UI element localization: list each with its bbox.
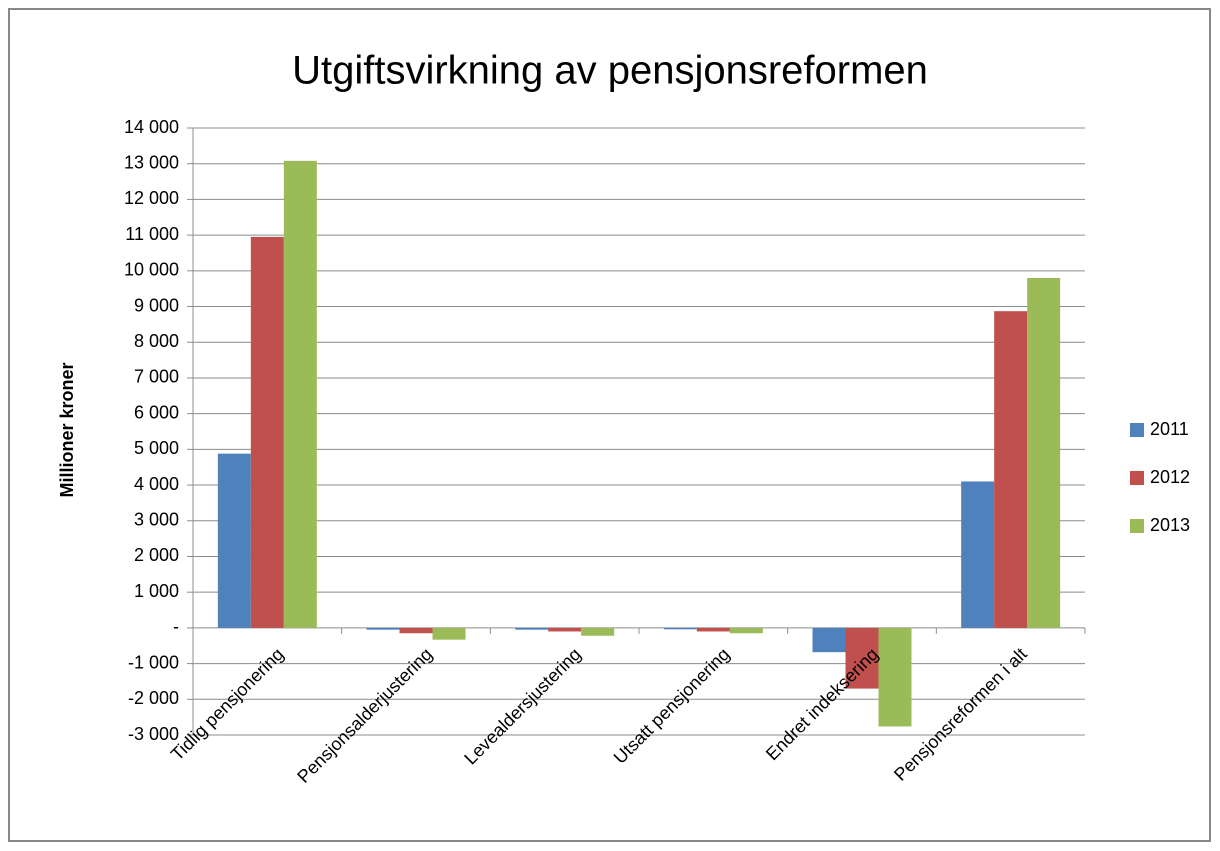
y-axis-label: Millioner kroner <box>57 362 77 497</box>
bar <box>729 627 763 634</box>
bar <box>663 627 697 630</box>
y-tick-label: -3 000 <box>128 724 179 744</box>
y-tick-label: 1 000 <box>134 581 179 601</box>
bar <box>366 627 400 630</box>
y-tick-label: 8 000 <box>134 331 179 351</box>
chart-title: Utgiftsvirkning av pensjonsreformen <box>292 49 928 93</box>
y-tick-label: 5 000 <box>134 438 179 458</box>
bar <box>994 311 1028 628</box>
y-tick-label: 10 000 <box>124 260 179 280</box>
legend-swatch <box>1130 519 1144 533</box>
y-tick-label: 3 000 <box>134 510 179 530</box>
y-tick-label: 14 000 <box>124 117 179 137</box>
y-tick-label: 7 000 <box>134 367 179 387</box>
bar <box>217 453 251 628</box>
y-tick-label: - <box>173 617 179 637</box>
legend-label: 2012 <box>1150 467 1190 487</box>
bar <box>845 627 879 689</box>
y-tick-label: 13 000 <box>124 152 179 172</box>
bar <box>878 627 912 727</box>
bar <box>283 160 317 628</box>
bar <box>399 627 433 634</box>
bar <box>515 627 549 630</box>
y-tick-label: 6 000 <box>134 402 179 422</box>
legend-label: 2013 <box>1150 515 1190 535</box>
bar <box>432 627 466 640</box>
y-tick-label: 2 000 <box>134 545 179 565</box>
bar <box>581 627 615 636</box>
y-tick-label: 4 000 <box>134 474 179 494</box>
bar <box>1027 277 1061 628</box>
legend-label: 2011 <box>1150 419 1189 439</box>
y-tick-label: -1 000 <box>128 652 179 672</box>
y-tick-label: 12 000 <box>124 188 179 208</box>
y-tick-label: 11 000 <box>125 224 179 244</box>
bar <box>696 627 730 632</box>
bar <box>548 627 582 632</box>
bar <box>250 236 284 628</box>
bar <box>812 627 846 653</box>
legend-swatch <box>1130 423 1144 437</box>
y-tick-label: -2 000 <box>128 688 179 708</box>
bar <box>961 481 995 628</box>
y-tick-label: 9 000 <box>134 295 179 315</box>
legend-swatch <box>1130 471 1144 485</box>
